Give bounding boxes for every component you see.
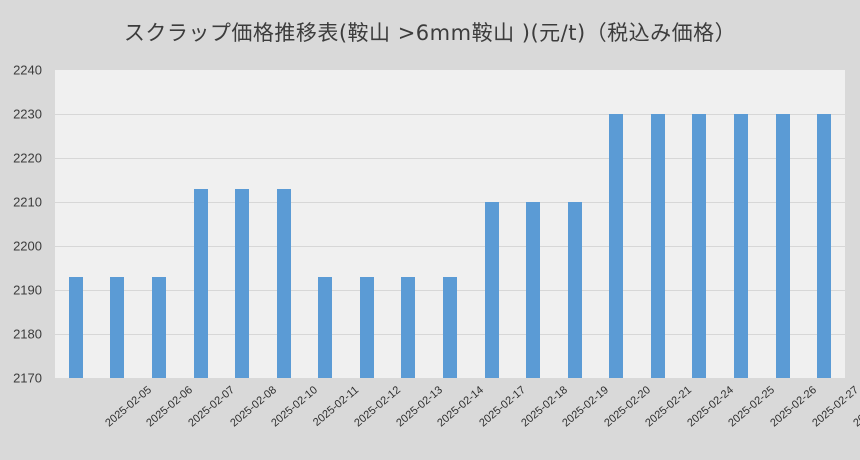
chart-title: スクラップ価格推移表(鞍山 >6mm鞍山 )(元/t)（税込み価格） <box>123 21 737 45</box>
bar[interactable] <box>443 276 457 378</box>
y-tick-label: 2190 <box>13 282 42 298</box>
bar[interactable] <box>401 276 416 378</box>
gridline <box>55 202 845 203</box>
y-tick-label: 2240 <box>13 62 42 78</box>
bar[interactable] <box>110 276 125 378</box>
bar[interactable] <box>151 276 166 378</box>
bar[interactable] <box>734 114 749 378</box>
y-tick-label: 2200 <box>13 238 42 254</box>
bar[interactable] <box>318 276 333 378</box>
bar[interactable] <box>484 202 499 378</box>
y-tick-label: 2220 <box>13 150 42 166</box>
y-tick-label: 2170 <box>13 370 42 386</box>
bar[interactable] <box>276 188 291 378</box>
gridline <box>55 246 845 247</box>
y-tick-label: 2180 <box>13 326 42 342</box>
bar[interactable] <box>775 114 790 378</box>
bar[interactable] <box>567 202 582 378</box>
bar[interactable] <box>68 276 83 378</box>
y-axis: 2240 2230 2220 2210 2200 2190 2180 2170 <box>0 63 50 386</box>
y-tick-label: 2230 <box>13 106 42 122</box>
bar[interactable] <box>692 114 707 378</box>
gridline <box>55 114 845 115</box>
y-tick-label: 2210 <box>13 194 42 210</box>
bar[interactable] <box>650 114 665 378</box>
gridline <box>55 158 845 159</box>
bar[interactable] <box>609 114 624 378</box>
bar[interactable] <box>817 114 832 378</box>
bar[interactable] <box>235 188 250 378</box>
bar[interactable] <box>359 276 374 378</box>
plot-area <box>55 70 845 378</box>
x-axis: 2025-02-05 2025-02-06 2025-02-07 2025-02-08… <box>55 378 860 460</box>
bar[interactable] <box>193 188 208 378</box>
bar[interactable] <box>526 202 541 378</box>
